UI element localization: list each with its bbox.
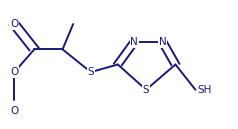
Text: SH: SH xyxy=(198,85,212,95)
Text: N: N xyxy=(130,37,138,47)
Text: O: O xyxy=(10,106,19,116)
Text: S: S xyxy=(143,85,149,95)
Text: O: O xyxy=(10,19,19,29)
Text: S: S xyxy=(87,67,94,77)
Text: N: N xyxy=(159,37,166,47)
Text: O: O xyxy=(10,67,19,77)
